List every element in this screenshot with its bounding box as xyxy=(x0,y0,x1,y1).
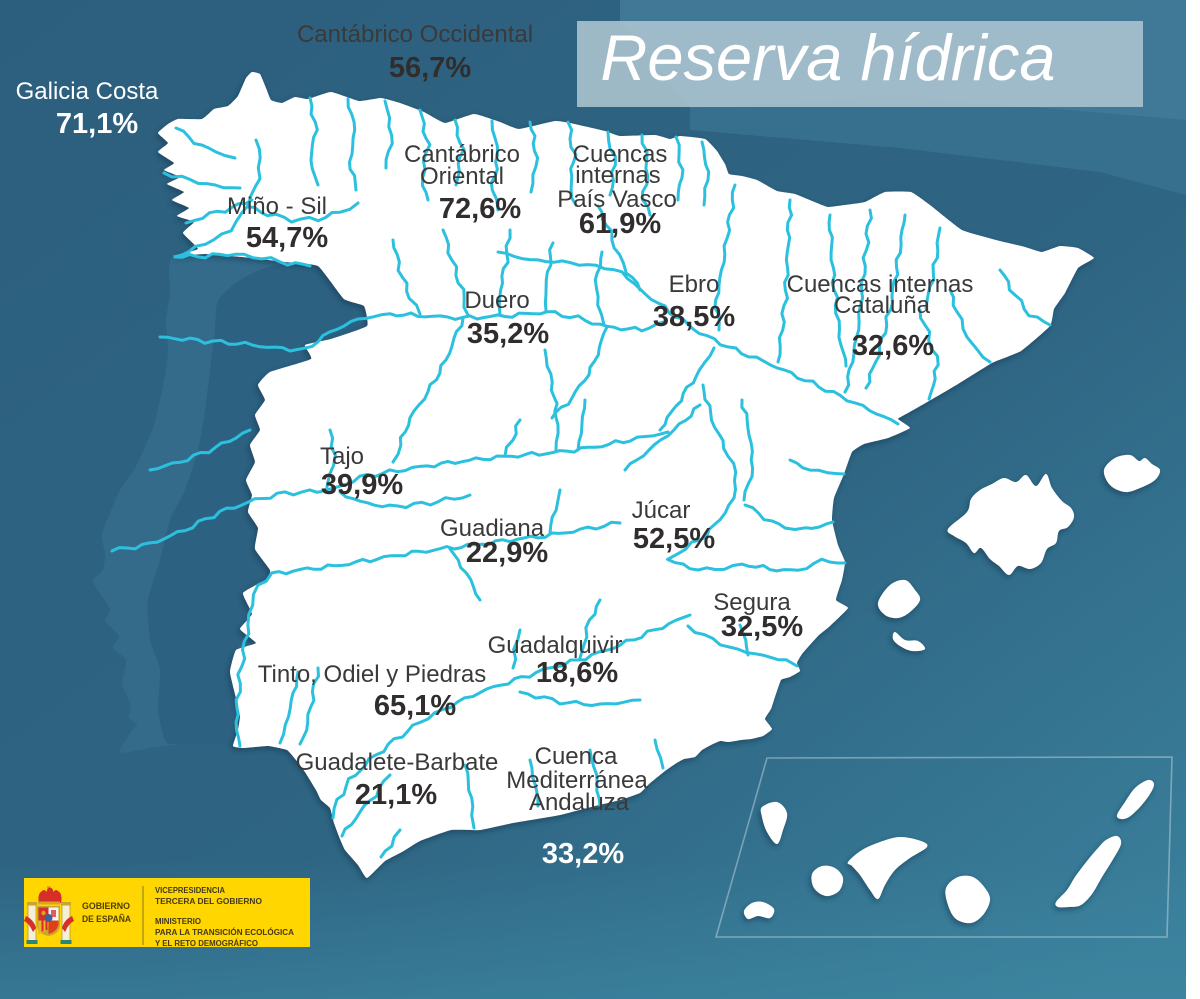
svg-text:Cataluña: Cataluña xyxy=(834,292,931,319)
svg-text:Cuencas internas: Cuencas internas xyxy=(787,271,974,298)
svg-text:Segura: Segura xyxy=(713,589,791,616)
svg-text:Cuenca: Cuenca xyxy=(535,743,618,770)
svg-text:Galicia Costa: Galicia Costa xyxy=(16,78,159,105)
svg-text:Cantábrico: Cantábrico xyxy=(404,141,520,168)
svg-text:DE ESPAÑA: DE ESPAÑA xyxy=(82,914,131,925)
svg-text:Guadiana: Guadiana xyxy=(440,515,545,542)
svg-text:Guadalete-Barbate: Guadalete-Barbate xyxy=(296,749,499,776)
svg-text:internas: internas xyxy=(575,162,660,189)
svg-text:32,6%: 32,6% xyxy=(852,330,934,362)
svg-text:Tinto, Odiel y Piedras: Tinto, Odiel y Piedras xyxy=(258,661,487,688)
svg-text:38,5%: 38,5% xyxy=(653,301,735,333)
svg-text:Tajo: Tajo xyxy=(320,443,364,470)
svg-text:Cuencas: Cuencas xyxy=(573,141,668,168)
svg-text:Y EL RETO DEMOGRÁFICO: Y EL RETO DEMOGRÁFICO xyxy=(155,938,258,948)
svg-text:Guadalquivir: Guadalquivir xyxy=(488,632,623,659)
svg-text:Reserva hídrica: Reserva hídrica xyxy=(600,21,1055,94)
svg-text:Mediterránea: Mediterránea xyxy=(506,767,648,794)
svg-text:65,1%: 65,1% xyxy=(374,690,456,722)
svg-text:Miño - Sil: Miño - Sil xyxy=(227,193,327,220)
svg-text:56,7%: 56,7% xyxy=(389,52,471,84)
svg-text:GOBIERNO: GOBIERNO xyxy=(82,901,130,912)
svg-text:35,2%: 35,2% xyxy=(467,318,549,350)
svg-text:Ebro: Ebro xyxy=(669,271,720,298)
svg-text:País Vasco: País Vasco xyxy=(557,186,677,213)
svg-text:TERCERA DEL GOBIERNO: TERCERA DEL GOBIERNO xyxy=(155,896,262,906)
svg-text:Duero: Duero xyxy=(464,287,529,314)
svg-text:54,7%: 54,7% xyxy=(246,222,328,254)
svg-text:21,1%: 21,1% xyxy=(355,779,437,811)
svg-text:VICEPRESIDENCIA: VICEPRESIDENCIA xyxy=(155,885,225,895)
svg-text:22,9%: 22,9% xyxy=(466,537,548,569)
svg-text:PARA LA TRANSICIÓN ECOLÓGICA: PARA LA TRANSICIÓN ECOLÓGICA xyxy=(155,926,294,937)
svg-text:52,5%: 52,5% xyxy=(633,523,715,555)
svg-text:Andaluza: Andaluza xyxy=(529,789,630,816)
svg-text:32,5%: 32,5% xyxy=(721,611,803,643)
svg-text:Júcar: Júcar xyxy=(632,497,691,524)
svg-text:61,9%: 61,9% xyxy=(579,208,661,240)
svg-text:72,6%: 72,6% xyxy=(439,193,521,225)
svg-text:MINISTERIO: MINISTERIO xyxy=(155,916,201,926)
svg-text:39,9%: 39,9% xyxy=(321,469,403,501)
svg-text:71,1%: 71,1% xyxy=(56,108,138,140)
svg-text:18,6%: 18,6% xyxy=(536,657,618,689)
svg-text:Oriental: Oriental xyxy=(420,163,504,190)
svg-text:Cantábrico Occidental: Cantábrico Occidental xyxy=(297,21,533,48)
svg-text:33,2%: 33,2% xyxy=(542,838,624,870)
